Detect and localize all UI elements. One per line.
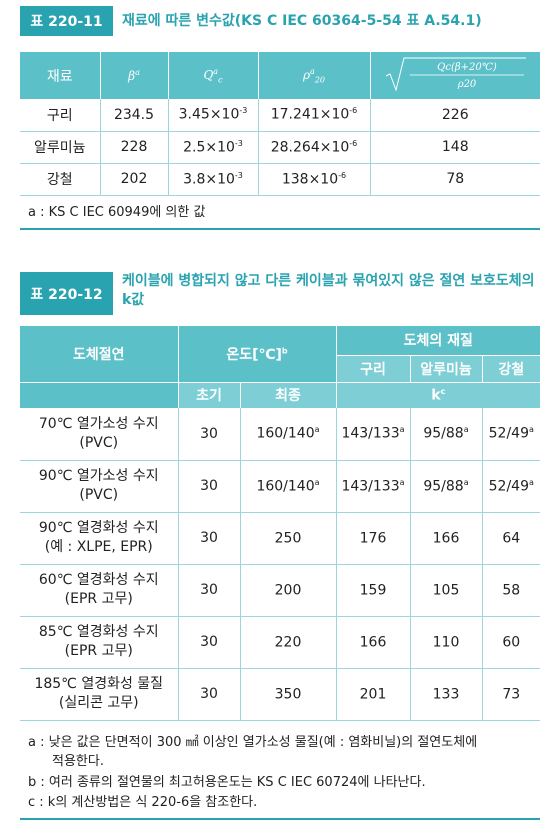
cell-k: 226 <box>369 99 540 132</box>
cell-insulation: 90℃ 열경화성 수지 (예 : XLPE, EPR) <box>20 512 178 565</box>
cell-insulation: 185℃ 열경화성 물질 (실리콘 고무) <box>20 668 178 721</box>
cell-k-steel: 73 <box>481 668 541 721</box>
cell-material: 알루미늄 <box>20 131 100 164</box>
table-row: 구리 234.5 3.45×10-3 17.241×10-6 226 <box>20 99 540 132</box>
cell-initial-temp: 30 <box>177 668 240 721</box>
cell-initial-temp: 30 <box>177 616 240 669</box>
header-steel: 강철 <box>481 354 541 382</box>
cell-rho: 17.241×10-6 <box>257 99 370 132</box>
cell-k-steel: 52/49a <box>481 460 541 513</box>
cell-k-copper: 143/133a <box>335 460 410 513</box>
cell-k-aluminium: 105 <box>409 564 482 617</box>
cell-final-temp: 220 <box>239 616 336 669</box>
table-note-b: b : 여러 종류의 절연물의 최고허용온도는 KS C IEC 60724에 … <box>28 775 426 790</box>
header-insulation-cont <box>20 381 178 408</box>
table-title: 재료에 따른 변수값(KS C IEC 60364-5-54 표 A.54.1) <box>122 13 482 29</box>
header-material: 재료 <box>46 68 73 85</box>
cell-k-copper: 143/133a <box>335 408 410 461</box>
k-value-table: 도체절연 온도[℃]b 도체의 재질 구리 알루미늄 강철 초기 최종 kc 7… <box>20 326 541 721</box>
header-rho20: ρa20 <box>257 52 370 99</box>
cell-qc: 3.8×10-3 <box>167 163 258 196</box>
header-temperature: 온도[℃]b <box>177 326 336 382</box>
cell-rho: 28.264×10-6 <box>257 131 370 164</box>
table-row: 85℃ 열경화성 수지 (EPR 고무) 30 220 166 110 60 <box>20 616 541 669</box>
cell-insulation: 85℃ 열경화성 수지 (EPR 고무) <box>20 616 178 669</box>
variables-table: 재료 βa Qac ρa20 Qc(β+20℃) ρ20 구리 234.5 3.45… <box>20 52 540 196</box>
table-note-c: c : k의 계산방법은 식 220-6을 참조한다. <box>28 795 258 810</box>
header-beta: βa <box>99 52 168 99</box>
cell-beta: 202 <box>99 163 168 196</box>
cell-k-steel: 58 <box>481 564 541 617</box>
cell-k-copper: 159 <box>335 564 410 617</box>
cell-beta: 234.5 <box>99 99 168 132</box>
header-conductor-material: 도체의 재질 <box>335 326 541 355</box>
cell-k-steel: 64 <box>481 512 541 565</box>
cell-insulation: 60℃ 열경화성 수지 (EPR 고무) <box>20 564 178 617</box>
header-initial: 초기 <box>177 381 240 408</box>
header-k: kc <box>335 381 541 408</box>
cell-k-steel: 60 <box>481 616 541 669</box>
cell-k-aluminium: 95/88a <box>409 408 482 461</box>
cell-k-steel: 52/49a <box>481 408 541 461</box>
cell-initial-temp: 30 <box>177 408 240 461</box>
cell-rho: 138×10-6 <box>257 163 370 196</box>
svg-text:Qc(β+20℃): Qc(β+20℃) <box>437 62 497 73</box>
table-note-a-cont: 적용한다. <box>52 754 104 769</box>
cell-k-aluminium: 133 <box>409 668 482 721</box>
cell-material: 강철 <box>20 163 100 196</box>
table-row: 90℃ 열가소성 수지 (PVC) 30 160/140a 143/133a 95/88a… <box>20 460 541 513</box>
header-aluminium: 알루미늄 <box>409 354 482 382</box>
sqrt-formula-icon: Qc(β+20℃) ρ20 <box>386 57 527 92</box>
table-row: 60℃ 열경화성 수지 (EPR 고무) 30 200 159 105 58 <box>20 564 541 617</box>
header-sqrt-formula: Qc(β+20℃) ρ20 <box>369 52 540 99</box>
cell-k-aluminium: 166 <box>409 512 482 565</box>
svg-text:ρ20: ρ20 <box>457 79 477 90</box>
cell-k: 148 <box>369 131 540 164</box>
table-title: 케이블에 병합되지 않고 다른 케이블과 묶여있지 않은 절연 보호도체의 k값 <box>122 273 535 308</box>
cell-initial-temp: 30 <box>177 512 240 565</box>
cell-qc: 3.45×10-3 <box>167 99 258 132</box>
cell-insulation: 70℃ 열가소성 수지 (PVC) <box>20 408 178 461</box>
cell-k-copper: 201 <box>335 668 410 721</box>
table-row: 185℃ 열경화성 물질 (실리콘 고무) 30 350 201 133 73 <box>20 668 541 721</box>
cell-final-temp: 160/140a <box>239 460 336 513</box>
table-number-tag: 표 220-12 <box>20 272 113 315</box>
cell-initial-temp: 30 <box>177 564 240 617</box>
table-row: 알루미늄 228 2.5×10-3 28.264×10-6 148 <box>20 131 540 164</box>
header-copper: 구리 <box>335 354 410 382</box>
cell-k-aluminium: 95/88a <box>409 460 482 513</box>
cell-k-aluminium: 110 <box>409 616 482 669</box>
cell-qc: 2.5×10-3 <box>167 131 258 164</box>
cell-beta: 228 <box>99 131 168 164</box>
table-number-tag: 표 220-11 <box>20 6 113 36</box>
cell-k-copper: 176 <box>335 512 410 565</box>
cell-final-temp: 160/140a <box>239 408 336 461</box>
table-note-a: a : 낮은 값은 단면적이 300 ㎟ 이상인 열가소성 물질(예 : 염화비… <box>28 735 478 750</box>
cell-material: 구리 <box>20 99 100 132</box>
table-row: 70℃ 열가소성 수지 (PVC) 30 160/140a 143/133a 95/88a… <box>20 408 541 461</box>
cell-k-copper: 166 <box>335 616 410 669</box>
cell-insulation: 90℃ 열가소성 수지 (PVC) <box>20 460 178 513</box>
cell-initial-temp: 30 <box>177 460 240 513</box>
table-note: a : KS C IEC 60949에 의한 값 <box>28 205 206 220</box>
cell-final-temp: 350 <box>239 668 336 721</box>
table-bottom-rule <box>20 818 540 820</box>
header-final: 최종 <box>239 381 336 408</box>
cell-k: 78 <box>369 163 540 196</box>
cell-final-temp: 250 <box>239 512 336 565</box>
table-row: 90℃ 열경화성 수지 (예 : XLPE, EPR) 30 250 176 166 64 <box>20 512 541 565</box>
cell-final-temp: 200 <box>239 564 336 617</box>
table-row: 강철 202 3.8×10-3 138×10-6 78 <box>20 163 540 196</box>
header-insulation: 도체절연 <box>20 326 178 382</box>
header-qc: Qac <box>167 52 258 99</box>
table-bottom-rule <box>20 228 540 230</box>
